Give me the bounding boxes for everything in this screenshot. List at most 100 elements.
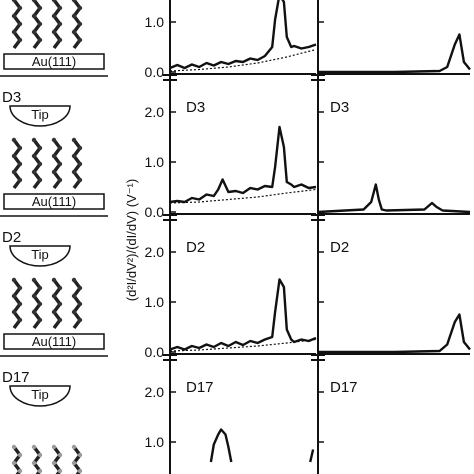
molecule-atom [17, 5, 23, 11]
series-experiment_tail [309, 449, 315, 463]
molecule-atom [17, 177, 23, 183]
y-tick-label: 1.0 [145, 434, 165, 450]
molecule-atom [57, 5, 63, 11]
row-label: D3 [186, 99, 205, 116]
molecule-atom [31, 13, 37, 19]
series-calculation [318, 33, 471, 74]
molecule-atom [11, 460, 17, 466]
schematic-label: D3 [2, 89, 21, 106]
schematic-label: D2 [2, 229, 21, 246]
molecule-atom [11, 169, 17, 175]
molecule-atom [51, 293, 57, 299]
molecule-atom [37, 161, 43, 167]
molecule-atom [11, 0, 17, 3]
molecule-atom [51, 444, 57, 450]
molecule-atom [37, 285, 43, 291]
molecule-atom [11, 13, 17, 19]
substrate-box [3, 333, 105, 350]
molecule-atom [11, 309, 17, 315]
molecule-atom [51, 29, 57, 35]
molecule-atom [31, 169, 37, 175]
substrate-label: Au(111) [32, 194, 76, 209]
molecule-atom [31, 460, 37, 466]
molecule-atom [11, 137, 17, 143]
molecule-atom [17, 452, 23, 458]
molecule-atom [77, 5, 83, 11]
tip-label: Tip [31, 247, 49, 262]
molecule-atom [17, 285, 23, 291]
molecule-atom [57, 21, 63, 27]
tip-shape [9, 105, 71, 127]
molecule-atom [57, 37, 63, 43]
row-label: D3 [330, 99, 349, 116]
molecule-atom [31, 277, 37, 283]
tip-shape [9, 245, 71, 267]
molecule-atom [57, 161, 63, 167]
molecule-atom [71, 169, 77, 175]
molecule-atom [51, 277, 57, 283]
molecule-atom [37, 452, 43, 458]
series-calculation [317, 183, 471, 214]
molecule-atom [71, 0, 77, 3]
molecule-atom [11, 293, 17, 299]
tip-shape [9, 385, 71, 407]
molecule-atom [37, 5, 43, 11]
molecule-atom [17, 468, 23, 474]
series-background [169, 48, 317, 72]
molecule-atom [71, 277, 77, 283]
y-tick-label: 2.0 [145, 244, 165, 260]
series-experiment [169, 125, 317, 204]
series-calculation [318, 313, 471, 354]
molecule-atom [57, 177, 63, 183]
y-tick-label: 1.0 [145, 154, 165, 170]
y-tick-label: 1.0 [145, 14, 165, 30]
molecule-atom [17, 301, 23, 307]
series-background [169, 188, 317, 204]
molecule-atom [77, 285, 83, 291]
series-experiment [169, 278, 317, 351]
experiment-plot-column: 0.0 1.0 0.0 1.0 2.0 D3 0.0 1.0 2.0 D2 1.0 2.0 D17 [145, 0, 317, 474]
molecule-atom [71, 137, 77, 143]
molecule-atom [51, 169, 57, 175]
substrate-box [3, 53, 105, 70]
molecule-atom [77, 317, 83, 323]
molecule-atom [57, 468, 63, 474]
calculation-plot-column: D3 D2 D17 [311, 0, 471, 474]
molecule-atom [71, 460, 77, 466]
molecule-atom [17, 317, 23, 323]
molecule-atom [11, 153, 17, 159]
tip-label: Tip [31, 387, 49, 402]
molecule-atom [51, 309, 57, 315]
molecule-atom [51, 13, 57, 19]
molecule-atom [77, 452, 83, 458]
series-experiment [209, 428, 233, 463]
substrate-box [3, 193, 105, 210]
molecule-atom [37, 37, 43, 43]
molecule-atom [57, 285, 63, 291]
molecule-atom [71, 309, 77, 315]
molecule-atom [51, 0, 57, 3]
molecule-atom [71, 153, 77, 159]
molecule-atom [71, 293, 77, 299]
molecule-atom [37, 177, 43, 183]
molecule-atom [31, 444, 37, 450]
molecule-atom [71, 29, 77, 35]
molecule-atom [31, 293, 37, 299]
molecule-atom [31, 29, 37, 35]
molecule-atom [37, 468, 43, 474]
y-tick-label: 1.0 [145, 294, 165, 310]
molecule-atom [77, 301, 83, 307]
molecule-atom [11, 29, 17, 35]
y-tick-label: 2.0 [145, 384, 165, 400]
molecule-atom [31, 137, 37, 143]
molecule-atom [57, 301, 63, 307]
row-label: D2 [186, 239, 205, 256]
molecule-atom [31, 153, 37, 159]
series-experiment [169, 0, 317, 70]
series-background [169, 338, 317, 352]
molecule-atom [77, 37, 83, 43]
molecule-atom [17, 21, 23, 27]
y-tick-label: 0.0 [145, 204, 165, 220]
